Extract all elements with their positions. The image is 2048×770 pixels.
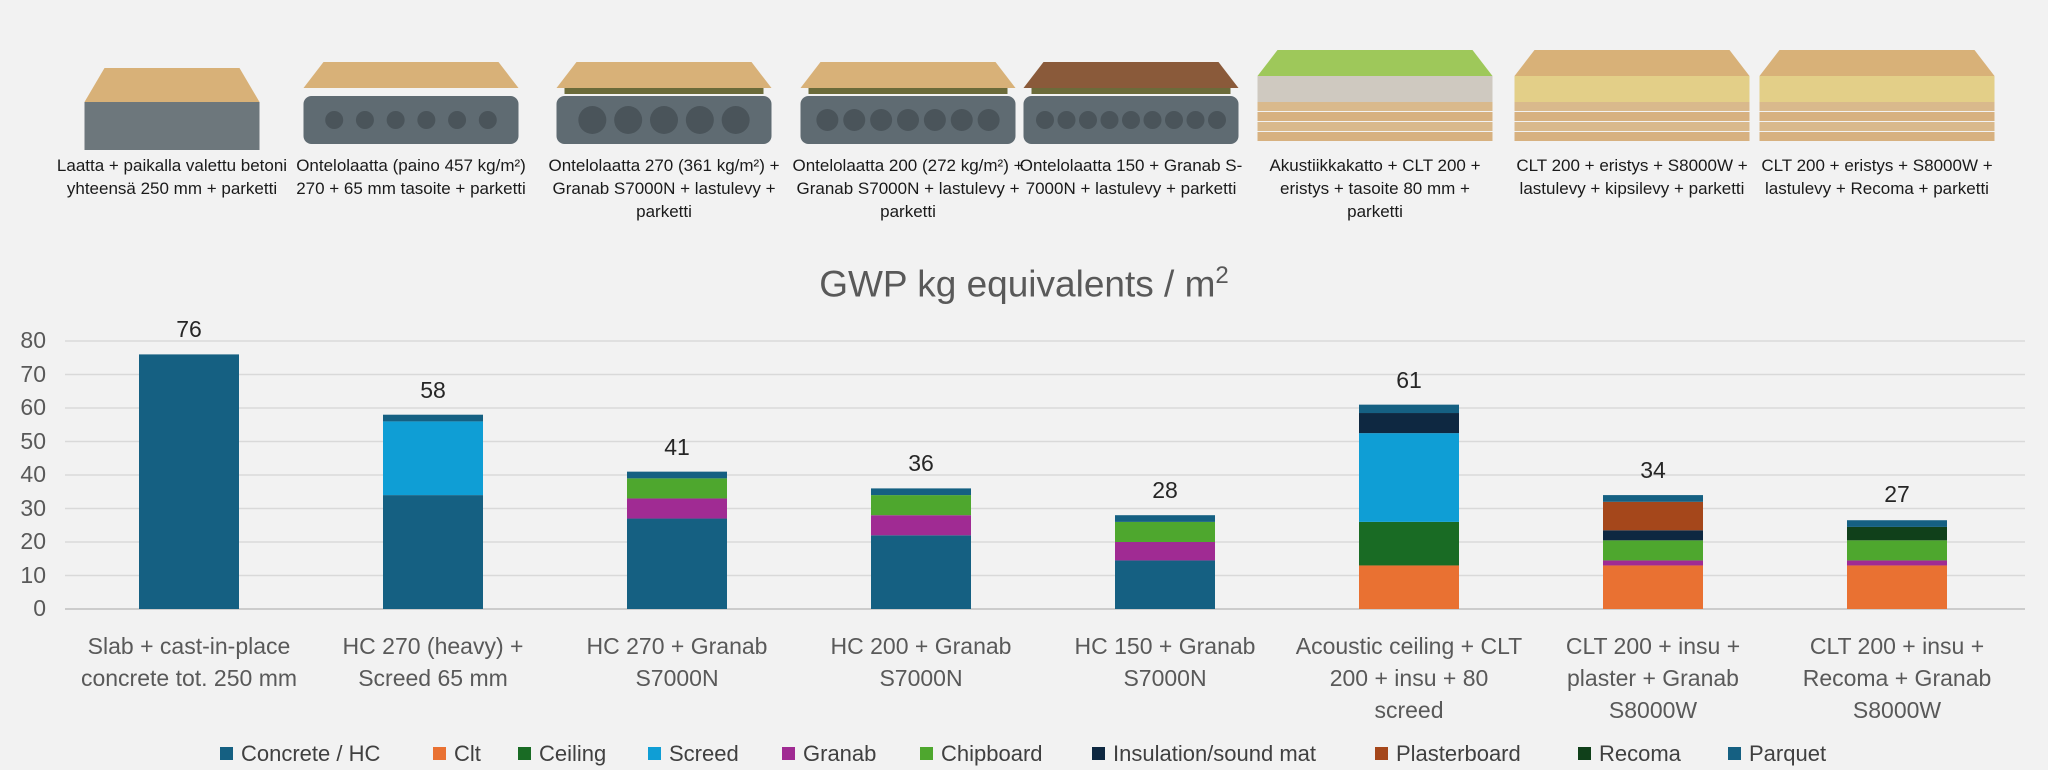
bar-segment-recoma: [1847, 527, 1947, 540]
bar-segment-concrete-hc: [871, 535, 971, 609]
bar-segment-parquet: [871, 488, 971, 495]
total-value-label: 41: [637, 434, 717, 461]
legend-item: Recoma: [1578, 741, 1681, 767]
bar-segment-concrete-hc: [383, 495, 483, 609]
bar-segment-concrete-hc: [139, 354, 239, 609]
x-category-label: HC 200 + Granab S7000N: [801, 630, 1041, 694]
bar-segment-granab: [1603, 560, 1703, 565]
bar-segment-screed: [383, 421, 483, 495]
bar-segment-chipboard: [1603, 540, 1703, 560]
total-value-label: 61: [1369, 367, 1449, 394]
legend-label: Insulation/sound mat: [1113, 741, 1316, 766]
bar-segment-plasterboard: [1603, 502, 1703, 530]
legend-swatch: [220, 747, 233, 760]
legend-item: Granab: [782, 741, 876, 767]
bar-segment-insulation-sound-mat: [1603, 530, 1703, 540]
legend-item: Parquet: [1728, 741, 1826, 767]
legend-label: Chipboard: [941, 741, 1043, 766]
bar-segment-insulation-sound-mat: [1359, 413, 1459, 433]
legend-swatch: [1092, 747, 1105, 760]
legend-swatch: [648, 747, 661, 760]
legend-label: Clt: [454, 741, 481, 766]
bar-segment-concrete-hc: [1115, 560, 1215, 609]
chart-legend: Concrete / HC Clt Ceiling Screed Granab Chipb…: [0, 741, 2048, 769]
bar-segment-parquet: [627, 472, 727, 479]
legend-label: Parquet: [1749, 741, 1826, 766]
legend-item: Chipboard: [920, 741, 1043, 767]
legend-label: Granab: [803, 741, 876, 766]
bar-segment-chipboard: [871, 495, 971, 515]
bar-segment-granab: [627, 498, 727, 518]
x-category-label: Acoustic ceiling + CLT 200 + insu + 80 scr…: [1289, 630, 1529, 726]
legend-item: Ceiling: [518, 741, 606, 767]
legend-item: Insulation/sound mat: [1092, 741, 1316, 767]
bar-segment-parquet: [1603, 495, 1703, 502]
bar-segment-parquet: [1359, 405, 1459, 413]
bar-segment-granab: [1847, 560, 1947, 565]
bar-segment-clt: [1847, 565, 1947, 609]
legend-label: Plasterboard: [1396, 741, 1521, 766]
total-value-label: 27: [1857, 481, 1937, 508]
bar-segment-screed: [1359, 433, 1459, 522]
bar-segment-concrete-hc: [627, 519, 727, 609]
total-value-label: 34: [1613, 457, 1693, 484]
y-tick-label: 0: [8, 595, 46, 622]
y-tick-label: 20: [8, 528, 46, 555]
y-tick-label: 40: [8, 461, 46, 488]
legend-item: Plasterboard: [1375, 741, 1521, 767]
legend-label: Recoma: [1599, 741, 1681, 766]
legend-item: Clt: [433, 741, 481, 767]
bar-segment-clt: [1603, 565, 1703, 609]
x-category-label: CLT 200 + insu + plaster + Granab S8000W: [1533, 630, 1773, 726]
legend-item: Concrete / HC: [220, 741, 380, 767]
bar-segment-chipboard: [1115, 522, 1215, 542]
bar-segment-parquet: [1115, 515, 1215, 522]
bar-segment-chipboard: [1847, 540, 1947, 560]
total-value-label: 58: [393, 377, 473, 404]
legend-swatch: [1578, 747, 1591, 760]
x-category-label: Slab + cast-in-place concrete tot. 250 mm: [69, 630, 309, 694]
bar-segment-granab: [1115, 542, 1215, 560]
y-tick-label: 70: [8, 361, 46, 388]
y-tick-label: 60: [8, 394, 46, 421]
x-category-label: HC 270 + Granab S7000N: [557, 630, 797, 694]
legend-item: Screed: [648, 741, 739, 767]
y-tick-label: 50: [8, 428, 46, 455]
legend-swatch: [1728, 747, 1741, 760]
legend-swatch: [518, 747, 531, 760]
y-tick-label: 30: [8, 495, 46, 522]
bar-segment-ceiling: [1359, 522, 1459, 566]
total-value-label: 36: [881, 450, 961, 477]
bar-segment-clt: [1359, 565, 1459, 609]
bar-segment-parquet: [383, 415, 483, 422]
legend-label: Ceiling: [539, 741, 606, 766]
x-category-label: CLT 200 + insu + Recoma + Granab S8000W: [1777, 630, 2017, 726]
bar-segment-chipboard: [627, 478, 727, 498]
legend-swatch: [782, 747, 795, 760]
bar-segment-parquet: [1847, 520, 1947, 527]
bar-segment-granab: [871, 515, 971, 535]
legend-swatch: [920, 747, 933, 760]
x-category-label: HC 270 (heavy) + Screed 65 mm: [313, 630, 553, 694]
x-category-label: HC 150 + Granab S7000N: [1045, 630, 1285, 694]
legend-label: Concrete / HC: [241, 741, 380, 766]
legend-swatch: [1375, 747, 1388, 760]
total-value-label: 76: [149, 316, 229, 343]
y-tick-label: 80: [8, 327, 46, 354]
legend-label: Screed: [669, 741, 739, 766]
legend-swatch: [433, 747, 446, 760]
total-value-label: 28: [1125, 477, 1205, 504]
y-tick-label: 10: [8, 562, 46, 589]
